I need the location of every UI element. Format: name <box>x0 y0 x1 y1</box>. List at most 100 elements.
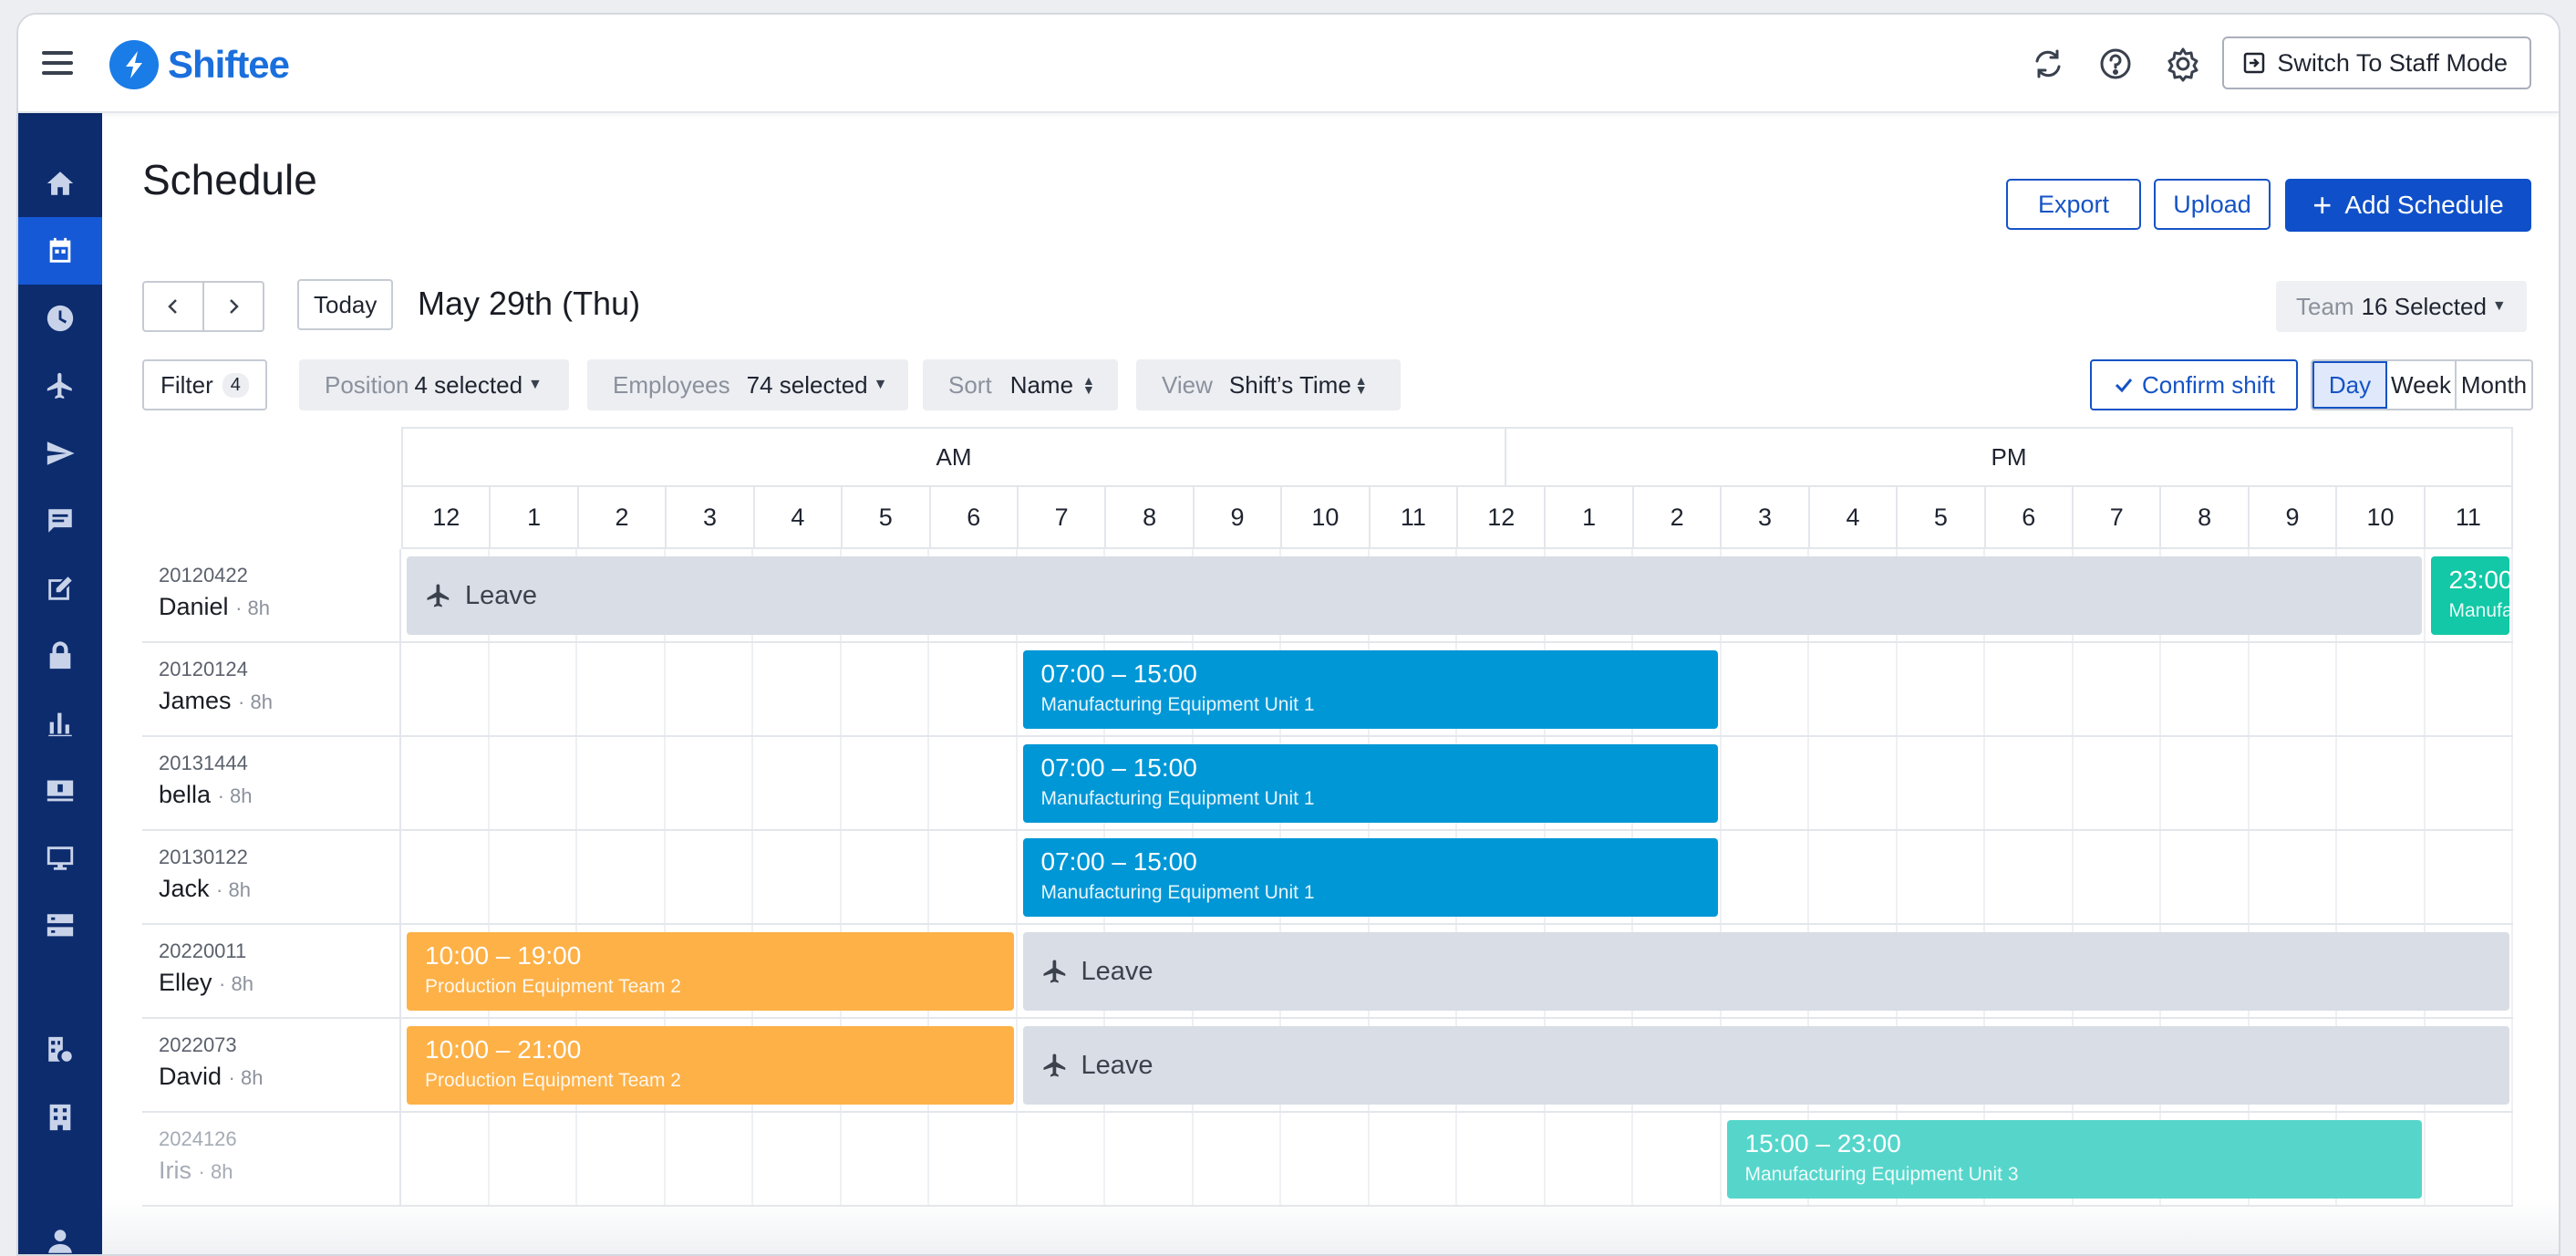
sidebar-item-company[interactable] <box>18 1084 102 1151</box>
sidebar-item-payroll[interactable] <box>18 757 102 825</box>
hour-cell[interactable] <box>577 643 666 735</box>
employee-info[interactable]: 20131444 bella · 8h <box>142 737 401 829</box>
employee-info[interactable]: 2024126 Iris · 8h <box>142 1113 401 1205</box>
hour-cell[interactable] <box>1809 737 1898 829</box>
hour-cell[interactable] <box>1809 831 1898 923</box>
hour-cell[interactable] <box>666 643 753 735</box>
hour-cell[interactable] <box>753 1113 842 1205</box>
hour-cell[interactable] <box>1633 643 1722 735</box>
hour-cell[interactable] <box>666 831 753 923</box>
hour-cell[interactable] <box>2337 831 2426 923</box>
menu-icon[interactable] <box>42 51 73 77</box>
hour-cell[interactable] <box>753 737 842 829</box>
sidebar-item-profile[interactable] <box>18 1208 102 1254</box>
hour-cell[interactable] <box>666 1113 753 1205</box>
shift-block[interactable]: 15:00 – 23:00 Manufacturing Equipment Uni… <box>1726 1120 2422 1199</box>
hour-cell[interactable] <box>842 737 929 829</box>
hour-cell[interactable] <box>2426 1019 2513 1111</box>
hour-cell[interactable] <box>1281 1113 1370 1205</box>
hour-cell[interactable] <box>1722 831 1809 923</box>
leave-block[interactable]: Leave <box>407 556 2422 635</box>
hour-cell[interactable] <box>1722 737 1809 829</box>
sidebar-item-notes[interactable] <box>18 555 102 622</box>
export-button[interactable]: Export <box>2006 179 2141 230</box>
employee-info[interactable]: 20130122 Jack · 8h <box>142 831 401 923</box>
hour-cell[interactable] <box>401 831 490 923</box>
sort-select[interactable]: Sort Name ▲ ▼ <box>923 359 1118 410</box>
hour-cell[interactable] <box>2074 643 2161 735</box>
hour-cell[interactable] <box>577 1113 666 1205</box>
today-button[interactable]: Today <box>297 279 394 330</box>
add-schedule-button[interactable]: + Add Schedule <box>2285 179 2531 232</box>
hour-cell[interactable] <box>2074 831 2161 923</box>
view-week-button[interactable]: Week <box>2387 361 2457 409</box>
hour-cell[interactable] <box>929 1113 1018 1205</box>
settings-icon[interactable] <box>2163 44 2203 84</box>
hour-cell[interactable] <box>1457 1113 1546 1205</box>
hour-cell[interactable] <box>401 643 490 735</box>
hour-cell[interactable] <box>401 737 490 829</box>
hour-cell[interactable] <box>401 1113 490 1205</box>
leave-block[interactable]: Leave <box>1022 1026 2509 1105</box>
view-select[interactable]: View Shift’s Time ▲ ▼ <box>1136 359 1401 410</box>
hour-cell[interactable] <box>929 643 1018 735</box>
sidebar-item-schedule[interactable] <box>18 217 102 285</box>
hour-cell[interactable] <box>2250 643 2337 735</box>
logo[interactable]: Shiftee <box>109 40 290 89</box>
upload-button[interactable]: Upload <box>2154 179 2271 230</box>
hour-cell[interactable] <box>2161 643 2250 735</box>
hour-cell[interactable] <box>2426 925 2513 1017</box>
hour-cell[interactable] <box>1018 1113 1105 1205</box>
hour-cell[interactable] <box>577 737 666 829</box>
hour-cell[interactable] <box>2426 1113 2513 1205</box>
sidebar-item-messages[interactable] <box>18 487 102 555</box>
hour-cell[interactable] <box>1370 1113 1457 1205</box>
hour-cell[interactable] <box>490 1113 577 1205</box>
sidebar-item-devices[interactable] <box>18 825 102 892</box>
hour-cell[interactable] <box>666 737 753 829</box>
help-icon[interactable] <box>2095 44 2136 84</box>
hour-cell[interactable] <box>2250 831 2337 923</box>
refresh-icon[interactable] <box>2028 44 2068 84</box>
sidebar-item-leave[interactable] <box>18 352 102 420</box>
shift-block[interactable]: 07:00 – 15:00 Manufacturing Equipment Uni… <box>1022 650 1718 729</box>
team-select[interactable]: Team 16 Selected ▼ <box>2276 281 2527 332</box>
hour-cell[interactable] <box>2337 1113 2426 1205</box>
hour-cell[interactable] <box>2337 643 2426 735</box>
sidebar-item-company-settings[interactable] <box>18 1016 102 1084</box>
hour-cell[interactable] <box>490 643 577 735</box>
hour-cell[interactable] <box>753 831 842 923</box>
shift-block[interactable]: 07:00 – 15:00 Manufacturing Equipment Uni… <box>1022 838 1718 917</box>
hour-cell[interactable] <box>753 643 842 735</box>
shift-block[interactable]: 07:00 – 15:00 Manufacturing Equipment Uni… <box>1022 744 1718 823</box>
prev-day-button[interactable] <box>142 281 204 332</box>
hour-cell[interactable] <box>1985 643 2074 735</box>
hour-cell[interactable] <box>2426 549 2513 641</box>
filter-button[interactable]: Filter 4 <box>142 359 267 410</box>
sidebar-item-reports[interactable] <box>18 690 102 757</box>
hour-cell[interactable] <box>929 1019 1018 1111</box>
hour-cell[interactable] <box>2426 643 2513 735</box>
position-filter[interactable]: Position 4 selected ▼ <box>299 359 569 410</box>
hour-cell[interactable] <box>2337 737 2426 829</box>
shift-block[interactable]: 10:00 – 21:00 Production Equipment Team 2 <box>407 1026 1014 1105</box>
view-day-button[interactable]: Day <box>2312 361 2387 409</box>
employee-info[interactable]: 20120124 James · 8h <box>142 643 401 735</box>
switch-to-staff-mode-button[interactable]: Switch To Staff Mode <box>2222 36 2531 89</box>
hour-cell[interactable] <box>1985 831 2074 923</box>
hour-cell[interactable] <box>842 643 929 735</box>
hour-cell[interactable] <box>2074 737 2161 829</box>
hour-cell[interactable] <box>1722 643 1809 735</box>
hour-cell[interactable] <box>577 831 666 923</box>
hour-cell[interactable] <box>490 831 577 923</box>
hour-cell[interactable] <box>2426 737 2513 829</box>
hour-cell[interactable] <box>2426 831 2513 923</box>
next-day-button[interactable] <box>202 281 264 332</box>
hour-cell[interactable] <box>1985 737 2074 829</box>
employee-info[interactable]: 20120422 Daniel · 8h <box>142 549 401 641</box>
sidebar-item-integrations[interactable] <box>18 892 102 960</box>
employee-info[interactable]: 20220011 Elley · 8h <box>142 925 401 1017</box>
employee-info[interactable]: 2022073 David · 8h <box>142 1019 401 1111</box>
hour-cell[interactable] <box>842 831 929 923</box>
hour-cell[interactable] <box>1546 1113 1633 1205</box>
